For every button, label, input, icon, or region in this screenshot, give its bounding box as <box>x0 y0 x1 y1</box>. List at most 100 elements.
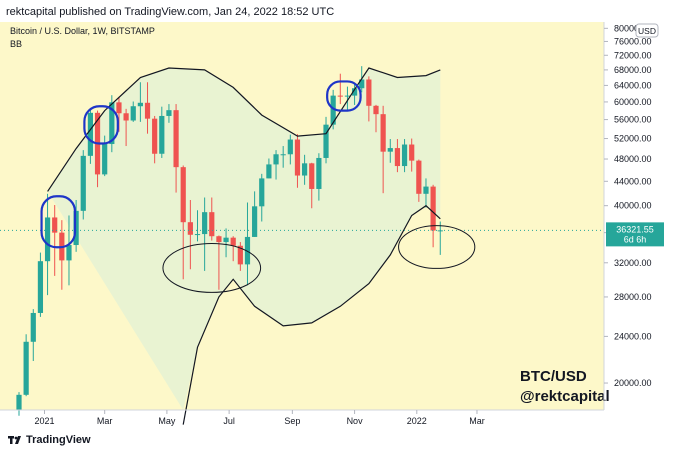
candle <box>302 154 308 185</box>
y-tick-label: 64000.00 <box>614 80 652 90</box>
annotations-layer <box>40 80 476 293</box>
indicator-label: BB <box>10 39 22 49</box>
tradingview-brand: TradingView <box>26 434 91 446</box>
candle <box>209 197 215 241</box>
candle <box>180 165 186 280</box>
candle-body <box>416 160 422 194</box>
candle-body <box>287 139 293 155</box>
blue-highlight-circle <box>326 80 362 112</box>
candle <box>430 184 436 248</box>
y-tick-label: 60000.00 <box>614 97 652 107</box>
bollinger-band-fill <box>47 68 441 410</box>
candle-body <box>73 210 79 246</box>
candle-body <box>351 88 358 96</box>
candle-body <box>159 115 165 154</box>
candle-body <box>123 113 129 121</box>
candle-body <box>323 124 329 158</box>
y-tick-label: 28000.00 <box>614 292 652 302</box>
candle <box>202 197 208 271</box>
candle <box>30 309 36 361</box>
candle-body <box>187 222 193 235</box>
candle-body <box>430 186 436 231</box>
candle-body <box>137 102 143 107</box>
candle-body <box>166 110 172 116</box>
candle-body <box>423 186 429 194</box>
y-tick-label: 76000.00 <box>614 36 652 46</box>
candle <box>152 115 158 164</box>
currency-badge[interactable]: USD <box>635 23 659 38</box>
y-tick-label: 80000.00 <box>614 23 652 33</box>
x-tick-label: 2021 <box>34 416 54 426</box>
candle <box>416 159 422 202</box>
support-ellipse <box>398 225 476 269</box>
price-tag-countdown: 6d 6h <box>624 234 647 244</box>
y-tick-label: 40000.00 <box>614 201 652 211</box>
candle <box>387 139 393 163</box>
candle-body <box>66 245 72 261</box>
candle <box>380 105 386 194</box>
candle-body <box>144 102 151 119</box>
y-tick-label: 52000.00 <box>614 134 652 144</box>
candle <box>230 236 236 262</box>
candle-body <box>237 245 243 265</box>
candle-body <box>266 164 272 179</box>
candle <box>123 108 129 147</box>
candle <box>52 205 58 276</box>
candle-body <box>302 163 308 176</box>
candle-body <box>309 163 315 189</box>
candle <box>87 109 93 164</box>
candle-body <box>16 394 22 410</box>
symbol-line: Bitcoin / U.S. Dollar, 1W, BITSTAMP <box>10 26 155 36</box>
x-tick-label: Sep <box>284 416 300 426</box>
candle-body <box>294 139 301 176</box>
candle-body <box>330 95 336 125</box>
tradingview-footer[interactable]: TradingView <box>8 434 91 446</box>
support-ellipse <box>162 243 262 293</box>
candle <box>237 242 243 271</box>
x-tick-label: Mar <box>97 416 113 426</box>
candle <box>366 76 372 122</box>
price-tag: 36321.55 6d 6h <box>606 222 664 247</box>
candle-body <box>87 112 93 156</box>
candle <box>216 235 222 290</box>
candle-body <box>259 178 265 207</box>
candle-body <box>344 95 351 97</box>
candle <box>323 116 329 164</box>
blue-highlight-circle <box>83 105 119 145</box>
y-tick-label: 24000.00 <box>614 331 652 341</box>
candle-body <box>80 155 86 211</box>
candle-body <box>409 144 415 161</box>
candle <box>280 146 286 168</box>
candle-body <box>194 234 201 236</box>
candle-body <box>116 102 122 114</box>
candle <box>116 96 122 132</box>
candle <box>273 150 279 180</box>
candle-body <box>202 212 208 235</box>
candle <box>344 86 351 112</box>
watermark-line-1: BTC/USD <box>520 368 587 385</box>
candle-body <box>387 148 393 152</box>
candle <box>166 104 172 123</box>
candle-body <box>109 102 115 145</box>
price-chart[interactable]: Bitcoin / U.S. Dollar, 1W, BITSTAMP BB B… <box>0 22 680 432</box>
candle <box>137 82 143 122</box>
candle <box>294 134 301 188</box>
y-tick-label: 32000.00 <box>614 258 652 268</box>
candle <box>159 106 165 158</box>
tradingview-logo-icon <box>8 436 21 444</box>
candle-body <box>216 236 222 243</box>
candle-body <box>401 144 408 167</box>
candle <box>66 215 72 286</box>
publisher-line: rektcapital published on TradingView.com… <box>6 6 335 18</box>
candle-body <box>23 341 29 395</box>
candle-body <box>280 154 286 156</box>
x-tick-label: Jul <box>223 416 235 426</box>
candle-body <box>252 206 258 237</box>
candle <box>337 73 343 105</box>
candle-body <box>366 79 372 106</box>
candle-body <box>209 212 215 237</box>
candle-body <box>52 217 58 233</box>
candle <box>194 210 201 242</box>
price-tag-value: 36321.55 <box>616 224 654 234</box>
candle <box>259 173 265 222</box>
